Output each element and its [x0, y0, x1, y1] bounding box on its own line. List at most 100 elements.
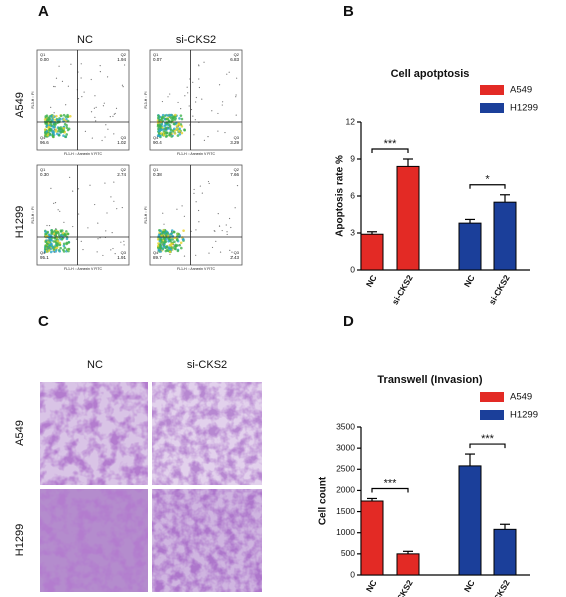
event-dot: [91, 137, 93, 139]
event-dot: [103, 102, 105, 104]
bar: [458, 465, 482, 576]
event-dot: [63, 233, 66, 237]
event-dot: [56, 239, 59, 243]
event-dot: [179, 241, 183, 245]
event-dot: [169, 253, 171, 255]
event-dot: [106, 212, 108, 214]
event-dot: [53, 112, 55, 114]
event-dot: [101, 139, 103, 142]
event-dot: [121, 206, 123, 209]
event-dot: [109, 116, 111, 118]
event-dot: [114, 253, 116, 255]
event-dot: [104, 136, 106, 138]
quadrant-name: Q3: [121, 250, 127, 255]
event-dot: [236, 184, 239, 187]
x-tick-label: NC: [364, 578, 379, 594]
quadrant-name: Q1: [153, 52, 159, 57]
event-dot: [51, 118, 54, 121]
event-dot: [163, 223, 165, 225]
y-tick-label: 0: [350, 569, 355, 579]
event-dot: [111, 232, 113, 234]
event-dot: [106, 76, 109, 78]
event-dot: [226, 231, 228, 233]
event-dot: [81, 95, 83, 98]
event-dot: [102, 254, 104, 257]
event-dot: [224, 131, 226, 134]
quadrant-value: 1.94: [117, 57, 126, 62]
event-dot: [183, 128, 186, 131]
event-dot: [159, 243, 162, 247]
x-tick-label: si-CKS2: [487, 273, 512, 306]
quadrant-name: Q4: [153, 250, 159, 255]
event-dot: [59, 114, 63, 118]
event-dot: [164, 249, 168, 253]
event-dot: [211, 110, 213, 112]
event-dot: [64, 135, 67, 139]
event-dot: [162, 212, 164, 214]
x-axis-label: FL1-H :: Annexin V FITC: [64, 267, 103, 271]
event-dot: [47, 116, 50, 120]
event-dot: [197, 209, 200, 212]
event-dot: [99, 237, 101, 239]
event-dot: [172, 122, 176, 126]
event-dot: [230, 226, 232, 229]
event-dot: [47, 247, 49, 249]
event-dot: [170, 133, 172, 136]
event-dot: [167, 239, 170, 243]
event-dot: [169, 131, 172, 135]
event-dot: [62, 244, 66, 248]
y-tick-label: 1500: [336, 506, 355, 516]
event-dot: [213, 230, 215, 232]
event-dot: [72, 225, 74, 228]
quadrant-value: 90.4: [153, 140, 162, 145]
event-dot: [177, 232, 180, 236]
x-tick-label: NC: [462, 273, 477, 289]
event-dot: [159, 250, 162, 253]
event-dot: [94, 203, 96, 206]
event-dot: [123, 240, 125, 242]
event-dot: [163, 241, 166, 244]
event-dot: [46, 224, 48, 227]
quadrant-value: 0.07: [153, 57, 162, 62]
legend-label: A549: [510, 85, 532, 96]
event-dot: [67, 127, 71, 131]
event-dot: [221, 229, 223, 232]
event-dot: [43, 250, 47, 254]
event-dot: [105, 124, 107, 126]
event-dot: [62, 113, 66, 117]
event-dot: [62, 134, 65, 137]
event-dot: [160, 234, 163, 238]
event-dot: [84, 130, 87, 132]
event-dot: [195, 101, 197, 103]
significance-label: ***: [481, 433, 495, 445]
quadrant-name: Q2: [121, 52, 127, 57]
event-dot: [104, 182, 106, 184]
quadrant-value: 3.29: [230, 140, 239, 145]
event-dot: [55, 132, 59, 136]
event-dot: [113, 200, 115, 202]
event-dot: [63, 221, 65, 223]
panel-label: A: [38, 3, 49, 20]
x-tick-label: si-CKS2: [390, 273, 415, 306]
error-bar: [367, 231, 377, 235]
event-dot: [94, 95, 96, 97]
quadrant-name: Q3: [234, 135, 240, 140]
event-dot: [159, 249, 162, 251]
event-dot: [68, 114, 72, 118]
event-dot: [217, 130, 219, 132]
event-dot: [198, 65, 200, 67]
event-dot: [122, 86, 124, 88]
quadrant-name: Q4: [153, 135, 159, 140]
event-dot: [57, 234, 61, 237]
event-dot: [110, 196, 112, 198]
event-dot: [63, 246, 67, 250]
event-dot: [52, 240, 56, 243]
event-dot: [157, 129, 161, 133]
quadrant-value: 6.83: [230, 57, 239, 62]
x-axis-label: FL1-H :: Annexin V FITC: [64, 152, 103, 156]
event-dot: [43, 247, 47, 250]
quadrant-value: 7.66: [230, 172, 239, 177]
quadrant-name: Q1: [40, 52, 46, 57]
event-dot: [207, 180, 210, 183]
event-dot: [192, 115, 194, 117]
